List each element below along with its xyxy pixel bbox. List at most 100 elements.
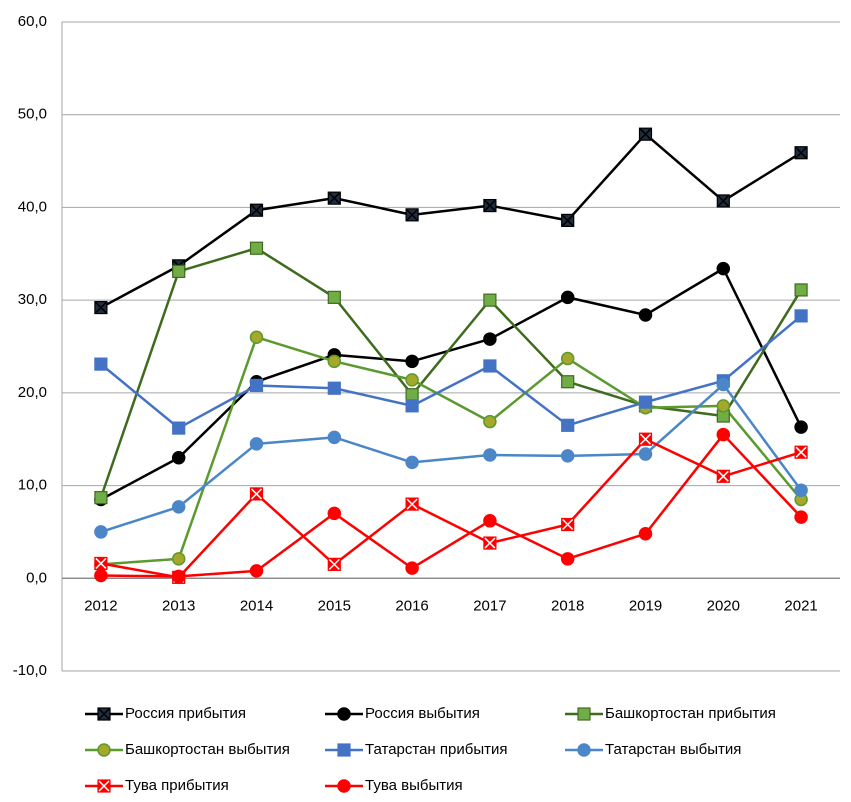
marker bbox=[560, 290, 575, 305]
legend-label: Башкортостан прибытия bbox=[605, 705, 776, 722]
marker-circle bbox=[249, 437, 264, 451]
x-tick-label: 2018 bbox=[551, 597, 584, 614]
series-markers bbox=[94, 309, 808, 435]
marker-square bbox=[794, 309, 808, 323]
marker-circle bbox=[171, 451, 186, 465]
x-tick-label: 2013 bbox=[162, 597, 195, 614]
marker-square bbox=[337, 743, 351, 757]
marker bbox=[716, 427, 731, 442]
marker-circle bbox=[405, 455, 419, 470]
series-line bbox=[100, 433, 803, 578]
marker bbox=[561, 213, 575, 228]
series-line bbox=[100, 335, 803, 566]
marker bbox=[171, 500, 186, 514]
marker-circle bbox=[560, 290, 575, 305]
marker bbox=[405, 373, 419, 387]
marker-square bbox=[405, 399, 419, 413]
marker bbox=[560, 552, 575, 566]
marker bbox=[249, 203, 264, 217]
x-tick-label: 2021 bbox=[784, 597, 817, 614]
marker bbox=[716, 261, 731, 276]
series-line bbox=[100, 383, 803, 534]
marker bbox=[561, 418, 575, 432]
marker bbox=[794, 283, 808, 297]
legend-item: Тува прибытия bbox=[85, 777, 229, 794]
marker-circle bbox=[560, 351, 575, 366]
marker-circle bbox=[171, 569, 186, 584]
marker-circle bbox=[94, 525, 108, 539]
marker bbox=[327, 430, 342, 445]
marker-circle bbox=[638, 308, 653, 322]
marker bbox=[94, 300, 108, 315]
marker bbox=[794, 146, 808, 160]
marker-circle bbox=[94, 568, 108, 583]
marker-cross bbox=[639, 433, 652, 445]
marker bbox=[638, 127, 653, 141]
marker-circle bbox=[171, 500, 186, 514]
y-tick-label: 30,0 bbox=[18, 291, 47, 308]
marker bbox=[94, 568, 108, 583]
legend-item: Башкортостан выбытия bbox=[85, 741, 290, 758]
x-tick-label: 2020 bbox=[707, 597, 740, 614]
marker-circle bbox=[638, 447, 653, 461]
x-tick-label: 2012 bbox=[84, 597, 117, 614]
legend-marker bbox=[97, 743, 111, 757]
marker bbox=[327, 290, 341, 304]
marker bbox=[172, 421, 186, 435]
marker-circle bbox=[560, 552, 575, 566]
marker-circle bbox=[327, 506, 342, 521]
marker bbox=[405, 455, 419, 470]
marker-circle bbox=[405, 373, 419, 387]
legend-label: Россия прибытия bbox=[125, 705, 246, 722]
marker-cross bbox=[328, 192, 340, 204]
marker-square bbox=[483, 359, 497, 373]
marker bbox=[483, 293, 497, 307]
marker bbox=[638, 527, 653, 541]
marker bbox=[561, 375, 575, 389]
marker-circle bbox=[327, 354, 342, 369]
marker bbox=[638, 395, 653, 409]
marker-cross bbox=[717, 470, 729, 482]
marker-circle bbox=[337, 707, 351, 721]
series-line bbox=[99, 246, 803, 499]
marker bbox=[483, 414, 497, 429]
marker-cross bbox=[562, 518, 574, 531]
marker bbox=[327, 557, 341, 571]
marker-cross bbox=[250, 488, 263, 500]
marker bbox=[483, 198, 497, 213]
marker bbox=[483, 359, 497, 373]
marker-circle bbox=[716, 399, 731, 413]
legend-item: Тува выбытия bbox=[325, 777, 463, 794]
marker-cross bbox=[95, 557, 107, 569]
marker bbox=[327, 506, 342, 521]
marker-circle bbox=[716, 377, 731, 392]
marker bbox=[794, 483, 808, 497]
marker bbox=[638, 432, 653, 446]
legend-item: Россия прибытия bbox=[85, 705, 246, 722]
legend-item: Татарстан прибытия bbox=[325, 741, 507, 758]
legend-marker bbox=[337, 707, 351, 721]
marker-circle bbox=[405, 354, 419, 369]
legend-marker bbox=[577, 743, 591, 757]
marker bbox=[171, 451, 186, 465]
legend-label: Россия выбытия bbox=[365, 705, 480, 722]
legend-marker bbox=[97, 707, 111, 721]
marker bbox=[249, 330, 264, 344]
marker-square bbox=[405, 388, 419, 402]
series-markers bbox=[94, 432, 808, 584]
legend-marker bbox=[337, 743, 351, 757]
legend-marker bbox=[97, 779, 111, 793]
marker-cross bbox=[406, 209, 418, 221]
marker-cross bbox=[250, 204, 263, 216]
marker-circle bbox=[483, 414, 497, 429]
marker bbox=[94, 491, 108, 505]
x-tick-label: 2015 bbox=[318, 597, 351, 614]
marker-circle bbox=[560, 449, 575, 463]
series-markers bbox=[94, 330, 808, 572]
marker-circle bbox=[171, 552, 186, 566]
marker bbox=[405, 497, 419, 511]
series-line bbox=[100, 314, 802, 430]
marker-circle bbox=[638, 527, 653, 541]
series-line bbox=[100, 437, 802, 579]
